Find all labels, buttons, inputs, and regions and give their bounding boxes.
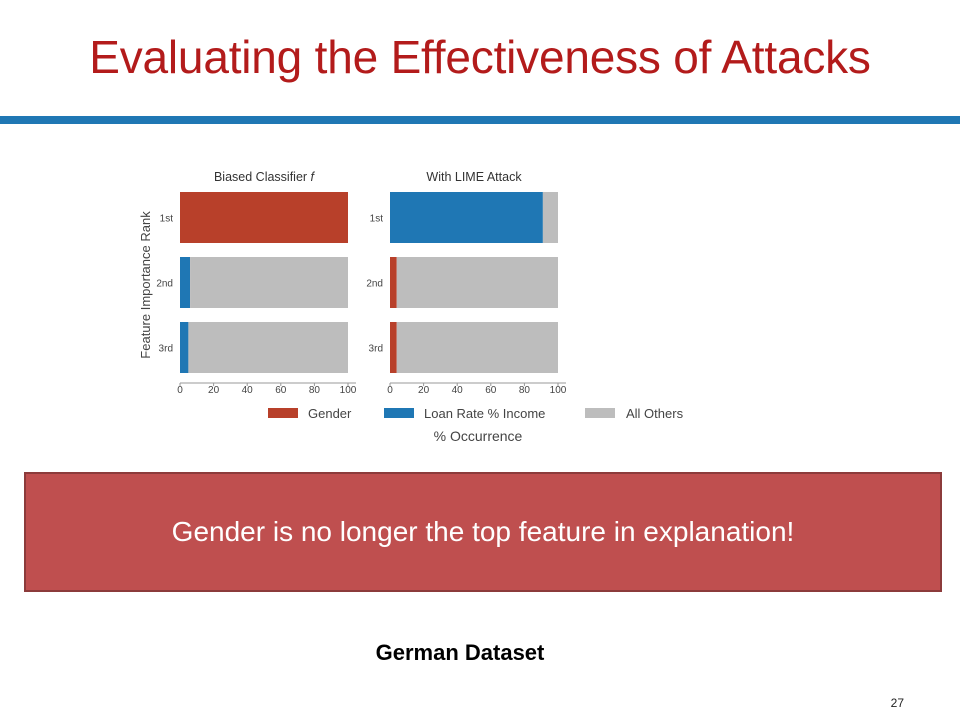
page-number: 27 — [890, 696, 904, 710]
bar-gender — [180, 192, 348, 243]
panel-title-1: Biased Classifier f — [214, 170, 316, 184]
bar-all-others — [542, 192, 558, 243]
y-tick-label: 3rd — [159, 344, 173, 355]
callout-text: Gender is no longer the top feature in e… — [171, 516, 795, 547]
bar-all-others — [396, 257, 558, 308]
bar-all-others — [190, 257, 348, 308]
x-tick-label: 40 — [452, 385, 464, 396]
x-tick-label: 100 — [550, 385, 567, 396]
legend-swatch — [384, 408, 414, 418]
x-tick-label: 0 — [387, 385, 393, 396]
legend-label: Loan Rate % Income — [424, 406, 545, 421]
y-tick-label: 1st — [370, 214, 384, 225]
x-tick-label: 60 — [485, 385, 497, 396]
x-tick-label: 60 — [275, 385, 287, 396]
x-tick-label: 100 — [340, 385, 357, 396]
x-tick-label: 80 — [309, 385, 321, 396]
legend-label: Gender — [308, 406, 352, 421]
feature-rank-chart: Biased Classifier f 1st 2nd 3rd 0 20 40 60 80 100… — [138, 170, 684, 444]
x-tick-label: 80 — [519, 385, 531, 396]
legend-label: All Others — [626, 406, 684, 421]
bar-loan-rate-income — [180, 257, 191, 308]
legend-swatch — [268, 408, 298, 418]
y-tick-label: 3rd — [369, 344, 383, 355]
bar-gender — [390, 322, 397, 373]
y-axis-label: Feature Importance Rank — [138, 211, 153, 359]
y-tick-label: 1st — [160, 214, 174, 225]
slide-title: Evaluating the Effectiveness of Attacks — [89, 31, 871, 83]
callout-box: Gender is no longer the top feature in e… — [24, 472, 942, 592]
dataset-caption: German Dataset — [375, 640, 545, 665]
bar-loan-rate-income — [390, 192, 543, 243]
panel-title-2: With LIME Attack — [426, 170, 522, 184]
x-tick-label: 20 — [208, 385, 220, 396]
y-tick-label: 2nd — [366, 279, 383, 290]
x-axis-label: % Occurrence — [434, 428, 523, 444]
bar-all-others — [396, 322, 558, 373]
bar-all-others — [188, 322, 348, 373]
bar-loan-rate-income — [180, 322, 189, 373]
bar-gender — [390, 257, 397, 308]
x-tick-label: 20 — [418, 385, 430, 396]
legend-swatch — [585, 408, 615, 418]
y-tick-label: 2nd — [156, 279, 173, 290]
title-divider — [0, 116, 960, 124]
x-tick-label: 40 — [242, 385, 254, 396]
x-tick-label: 0 — [177, 385, 183, 396]
